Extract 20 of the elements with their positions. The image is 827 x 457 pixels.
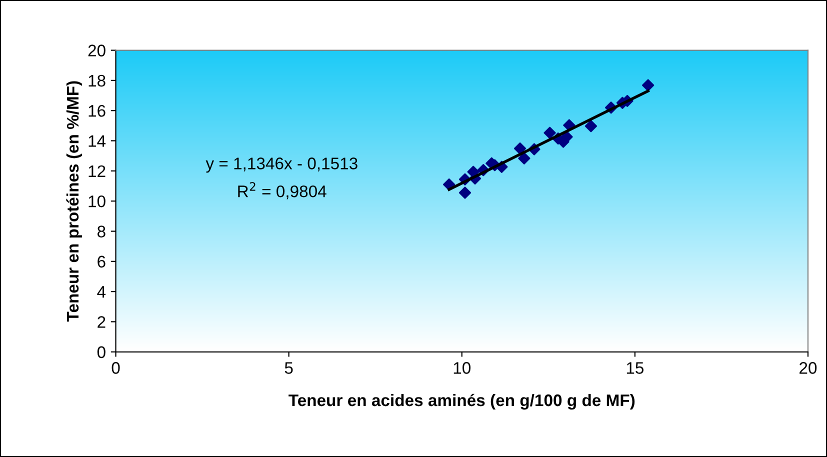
annotation: R$^{2}$ = 0,9804 xyxy=(238,182,326,200)
x-tick-label: 0 xyxy=(112,362,120,374)
x-axis-title: Teneur en acides aminés (en g/100 g de MF) xyxy=(288,394,635,410)
y-tick-label: 16 xyxy=(88,104,106,117)
y-tick-label: 10 xyxy=(88,195,106,208)
y-axis-title: Teneur en protéines (en %/MF) xyxy=(66,81,82,322)
x-tick-label: 20 xyxy=(800,362,817,374)
x-tick-label: 15 xyxy=(626,362,644,374)
y-tick-label: 14 xyxy=(88,135,106,147)
y-tick-label: 12 xyxy=(88,165,106,177)
y-tick-label: 2 xyxy=(98,316,106,328)
x-tick-label: 5 xyxy=(284,362,293,374)
y-tick-label: 6 xyxy=(98,256,106,268)
y-tick-label: 8 xyxy=(98,226,106,238)
annotation: y = 1,1346x - 0,1513 xyxy=(206,158,358,173)
y-tick-label: 20 xyxy=(88,44,106,56)
x-tick-label: 10 xyxy=(454,362,470,374)
y-tick-label: 0 xyxy=(97,346,106,358)
y-tick-label: 4 xyxy=(97,286,106,298)
y-tick-label: 18 xyxy=(88,74,106,87)
